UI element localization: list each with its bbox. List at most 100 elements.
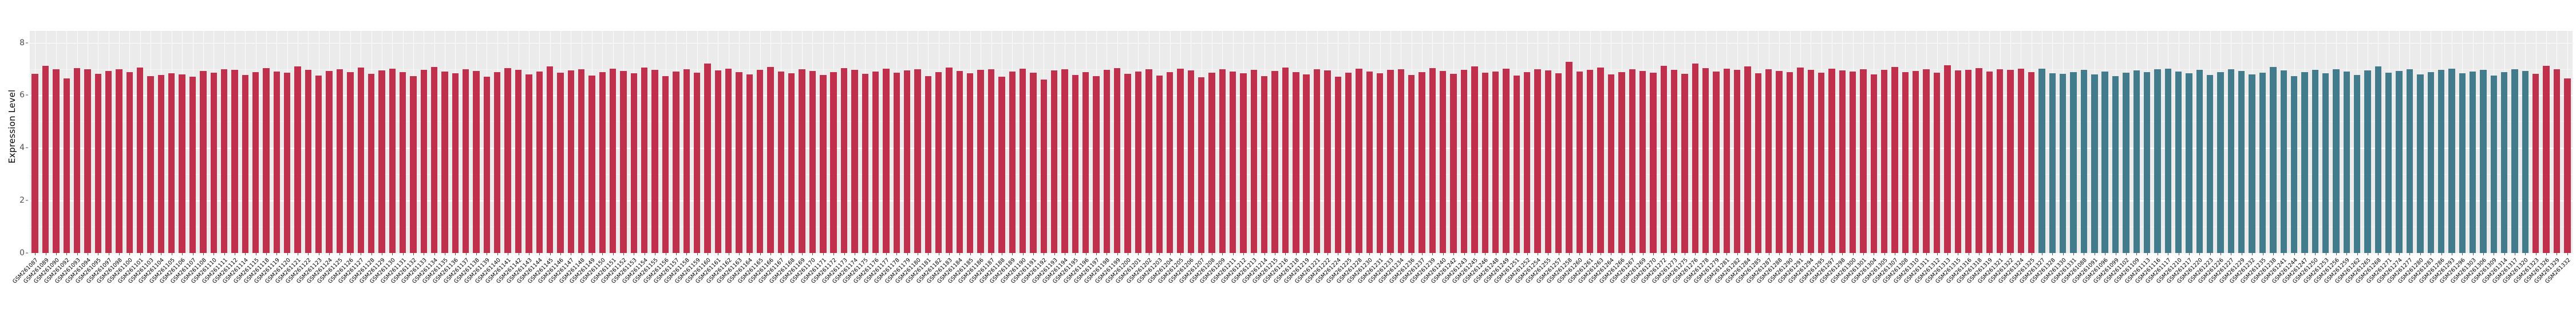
bar[interactable] xyxy=(2207,74,2214,253)
bar[interactable] xyxy=(210,73,217,253)
bar[interactable] xyxy=(336,69,343,253)
bar[interactable] xyxy=(1450,73,1457,253)
bar[interactable] xyxy=(399,72,406,253)
bar[interactable] xyxy=(1093,76,1100,253)
bar[interactable] xyxy=(2123,73,2129,253)
bar[interactable] xyxy=(2343,72,2350,253)
bar[interactable] xyxy=(1870,74,1878,253)
bar[interactable] xyxy=(2396,71,2403,253)
bar[interactable] xyxy=(2259,73,2266,253)
bar[interactable] xyxy=(914,69,921,253)
bar[interactable] xyxy=(840,68,848,253)
bar[interactable] xyxy=(1429,68,1436,253)
bar[interactable] xyxy=(2290,76,2298,253)
bar[interactable] xyxy=(2227,69,2235,253)
bar[interactable] xyxy=(809,71,816,253)
bar[interactable] xyxy=(567,70,574,253)
bar[interactable] xyxy=(2101,72,2108,253)
bar[interactable] xyxy=(998,77,1005,253)
bar[interactable] xyxy=(1639,71,1646,253)
bar[interactable] xyxy=(2280,70,2287,253)
bar[interactable] xyxy=(273,72,280,253)
bar[interactable] xyxy=(2333,69,2340,253)
bar[interactable] xyxy=(1776,71,1783,253)
bar[interactable] xyxy=(1366,72,1373,253)
bar[interactable] xyxy=(1860,69,1867,253)
bar[interactable] xyxy=(1198,77,1205,253)
bar[interactable] xyxy=(294,66,301,253)
bar[interactable] xyxy=(1566,61,1573,253)
bar[interactable] xyxy=(1072,74,1079,253)
bar[interactable] xyxy=(630,73,638,253)
bar[interactable] xyxy=(2007,70,2014,253)
bar[interactable] xyxy=(168,73,175,253)
bar[interactable] xyxy=(767,66,774,253)
bar[interactable] xyxy=(1082,72,1089,253)
bar[interactable] xyxy=(1345,73,1352,253)
bar[interactable] xyxy=(546,66,554,253)
bar[interactable] xyxy=(1166,72,1174,253)
bar[interactable] xyxy=(137,68,144,253)
bar[interactable] xyxy=(610,68,617,253)
bar[interactable] xyxy=(1145,69,1152,253)
bar[interactable] xyxy=(220,69,228,253)
bar[interactable] xyxy=(799,69,805,253)
bar[interactable] xyxy=(94,73,101,253)
bar[interactable] xyxy=(2459,73,2466,253)
bar[interactable] xyxy=(504,68,511,253)
bar[interactable] xyxy=(1030,73,1037,253)
bar[interactable] xyxy=(1891,66,1898,253)
bar[interactable] xyxy=(1208,73,1215,253)
bar[interactable] xyxy=(368,73,375,253)
bar[interactable] xyxy=(693,73,701,253)
bar[interactable] xyxy=(1913,71,1919,253)
bar[interactable] xyxy=(1230,72,1236,253)
bar[interactable] xyxy=(746,74,753,253)
bar[interactable] xyxy=(830,72,837,253)
bar[interactable] xyxy=(1681,73,1688,253)
bar[interactable] xyxy=(2553,69,2561,253)
bar[interactable] xyxy=(2448,68,2455,253)
bar[interactable] xyxy=(252,72,259,253)
bar[interactable] xyxy=(1765,69,1772,253)
bar[interactable] xyxy=(2427,72,2434,253)
bar[interactable] xyxy=(1376,73,1384,253)
bar[interactable] xyxy=(714,70,721,253)
bar[interactable] xyxy=(1544,70,1552,253)
bar[interactable] xyxy=(820,74,827,253)
bar[interactable] xyxy=(1629,69,1635,253)
bar[interactable] xyxy=(1807,69,1814,253)
bar[interactable] xyxy=(1324,70,1331,253)
bar[interactable] xyxy=(430,66,438,253)
bar[interactable] xyxy=(263,68,270,253)
bar[interactable] xyxy=(1954,70,1961,253)
bar[interactable] xyxy=(1702,68,1709,253)
bar[interactable] xyxy=(1523,72,1531,253)
bar[interactable] xyxy=(977,69,984,253)
bar[interactable] xyxy=(1933,73,1941,253)
bar[interactable] xyxy=(851,70,858,253)
bar[interactable] xyxy=(2522,71,2529,253)
bar[interactable] xyxy=(1135,72,1142,253)
bar[interactable] xyxy=(1713,72,1720,253)
bar[interactable] xyxy=(347,72,354,253)
bar[interactable] xyxy=(1103,70,1111,253)
bar[interactable] xyxy=(473,71,480,253)
bar[interactable] xyxy=(315,75,322,253)
bar[interactable] xyxy=(1019,68,1026,253)
bar[interactable] xyxy=(2543,66,2550,253)
bar[interactable] xyxy=(2049,73,2056,253)
bar[interactable] xyxy=(1040,79,1047,253)
bar[interactable] xyxy=(736,72,742,253)
bar[interactable] xyxy=(1293,72,1299,253)
bar[interactable] xyxy=(1555,73,1562,253)
bar[interactable] xyxy=(1303,74,1310,253)
bar[interactable] xyxy=(526,74,532,253)
bar[interactable] xyxy=(788,73,795,253)
bar[interactable] xyxy=(2417,74,2424,253)
bar[interactable] xyxy=(557,73,564,253)
bar[interactable] xyxy=(683,69,690,253)
bar[interactable] xyxy=(2511,69,2518,253)
bar[interactable] xyxy=(147,76,154,253)
bar[interactable] xyxy=(1576,72,1583,253)
